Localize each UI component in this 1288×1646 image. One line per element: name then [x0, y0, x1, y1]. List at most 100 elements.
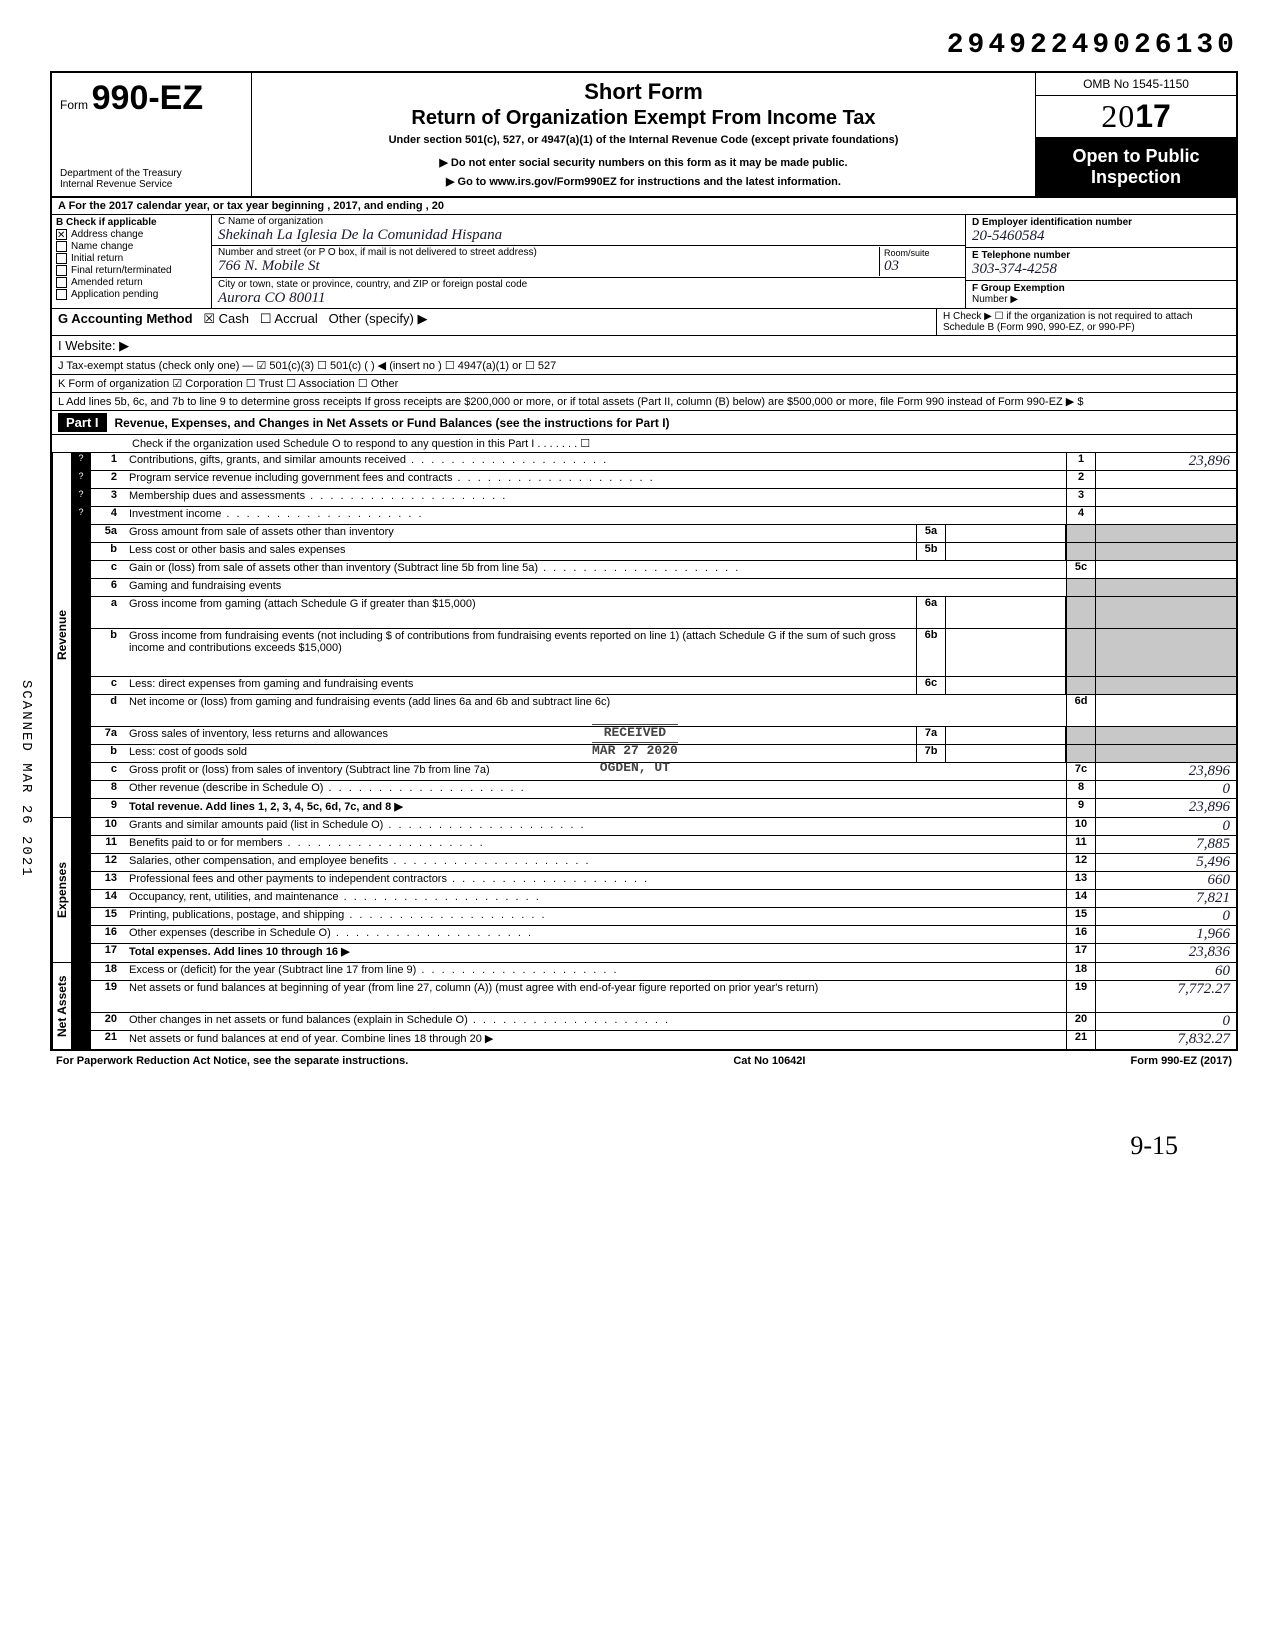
- ln12-num: 12: [91, 854, 125, 871]
- ln17-amt[interactable]: 23,836: [1096, 944, 1236, 962]
- ln5b-amt[interactable]: [946, 543, 1066, 560]
- ln1-amt[interactable]: 23,896: [1096, 453, 1236, 470]
- chk-initial-return[interactable]: [56, 253, 67, 264]
- chk-final-return[interactable]: [56, 265, 67, 276]
- ln7c-amt[interactable]: 23,896: [1096, 763, 1236, 780]
- ln1-num: 1: [91, 453, 125, 470]
- col-b-checkboxes: B Check if applicable ✕Address change Na…: [52, 215, 212, 308]
- part1-label: Part I: [58, 413, 107, 432]
- phone-value[interactable]: 303-374-4258: [972, 261, 1230, 278]
- ln6d-num: d: [91, 695, 125, 726]
- ln8-text: Other revenue (describe in Schedule O): [129, 782, 323, 794]
- ln2-amt[interactable]: [1096, 471, 1236, 488]
- website-label[interactable]: I Website: ▶: [52, 336, 936, 356]
- ln19-amt[interactable]: 7,772.27: [1096, 981, 1236, 1012]
- chk-amended-return[interactable]: [56, 277, 67, 288]
- street-value[interactable]: 766 N. Mobile St: [218, 258, 879, 275]
- ln5c-amt[interactable]: [1096, 561, 1236, 578]
- ln16-text: Other expenses (describe in Schedule O): [129, 927, 331, 939]
- tax-year: 2017: [1036, 96, 1236, 138]
- ln12-amt[interactable]: 5,496: [1096, 854, 1236, 871]
- lbl-address-change: Address change: [71, 229, 143, 240]
- ln5c-text: Gain or (loss) from sale of assets other…: [129, 562, 538, 574]
- do-not-enter: ▶ Do not enter social security numbers o…: [262, 156, 1025, 169]
- accrual-label[interactable]: Accrual: [274, 311, 317, 326]
- ln12-text: Salaries, other compensation, and employ…: [129, 855, 388, 867]
- ln6b-amt[interactable]: [946, 629, 1066, 676]
- row-gh: G Accounting Method ☒ Cash ☐ Accrual Oth…: [52, 309, 1236, 336]
- open-public-1: Open to Public: [1040, 146, 1232, 167]
- ein-value[interactable]: 20-5460584: [972, 228, 1230, 245]
- ln20-amt[interactable]: 0: [1096, 1013, 1236, 1030]
- room-label: Room/suite: [884, 248, 955, 258]
- ln18-text: Excess or (deficit) for the year (Subtra…: [129, 964, 416, 976]
- ln20-box: 20: [1066, 1013, 1096, 1030]
- ln8-amt[interactable]: 0: [1096, 781, 1236, 798]
- chk-name-change[interactable]: [56, 241, 67, 252]
- ln17-num: 17: [91, 944, 125, 962]
- room-value[interactable]: 03: [884, 258, 955, 275]
- ln7b-amt[interactable]: [946, 745, 1066, 762]
- ln6d-amt[interactable]: [1096, 695, 1236, 726]
- ln7c-text: Gross profit or (loss) from sales of inv…: [129, 764, 490, 776]
- chk-application-pending[interactable]: [56, 289, 67, 300]
- org-name-value[interactable]: Shekinah La Iglesia De la Comunidad Hisp…: [218, 227, 959, 244]
- omb-number: OMB No 1545-1150: [1036, 73, 1236, 96]
- ln14-amt[interactable]: 7,821: [1096, 890, 1236, 907]
- ln17-box: 17: [1066, 944, 1096, 962]
- ln11-amt[interactable]: 7,885: [1096, 836, 1236, 853]
- go-to-link: ▶ Go to www.irs.gov/Form990EZ for instru…: [262, 175, 1025, 188]
- ln3-amt[interactable]: [1096, 489, 1236, 506]
- ln14-text: Occupancy, rent, utilities, and maintena…: [129, 891, 339, 903]
- footer-left: For Paperwork Reduction Act Notice, see …: [56, 1055, 408, 1067]
- dept-line1: Department of the Treasury: [60, 168, 243, 179]
- other-specify-label[interactable]: Other (specify) ▶: [329, 311, 428, 326]
- ln18-amt[interactable]: 60: [1096, 963, 1236, 980]
- ln10-num: 10: [91, 818, 125, 835]
- stamp-received: RECEIVED: [592, 724, 678, 743]
- ln7b-text: Less: cost of goods sold: [129, 746, 247, 758]
- ln9-text: Total revenue. Add lines 1, 2, 3, 4, 5c,…: [129, 801, 403, 813]
- group-exemption-number: Number ▶: [972, 294, 1230, 305]
- ln18-box: 18: [1066, 963, 1096, 980]
- ln16-amt[interactable]: 1,966: [1096, 926, 1236, 943]
- chk-address-change[interactable]: ✕: [56, 229, 67, 240]
- ln10-amt[interactable]: 0: [1096, 818, 1236, 835]
- col-c-org-info: C Name of organization Shekinah La Igles…: [212, 215, 966, 308]
- lbl-application-pending: Application pending: [71, 289, 158, 300]
- ln3-box: 3: [1066, 489, 1096, 506]
- revenue-block: Revenue ?1Contributions, gifts, grants, …: [52, 453, 1236, 818]
- ln9-num: 9: [91, 799, 125, 817]
- lbl-amended-return: Amended return: [71, 277, 143, 288]
- ln6b-text: Gross income from fundraising events (no…: [129, 630, 896, 654]
- ln6c-amt[interactable]: [946, 677, 1066, 694]
- city-value[interactable]: Aurora CO 80011: [218, 290, 959, 307]
- ln19-text: Net assets or fund balances at beginning…: [129, 982, 818, 994]
- ln21-box: 21: [1066, 1031, 1096, 1049]
- part1-check-schedule-o[interactable]: Check if the organization used Schedule …: [52, 435, 1236, 453]
- return-title: Return of Organization Exempt From Incom…: [262, 107, 1025, 130]
- ln16-box: 16: [1066, 926, 1096, 943]
- ln15-amt[interactable]: 0: [1096, 908, 1236, 925]
- ln4-box: 4: [1066, 507, 1096, 524]
- ln21-amt[interactable]: 7,832.27: [1096, 1031, 1236, 1049]
- ln2-text: Program service revenue including govern…: [129, 472, 452, 484]
- ln9-amt[interactable]: 23,896: [1096, 799, 1236, 817]
- ln4-num: 4: [91, 507, 125, 524]
- form-header: Form 990-EZ Department of the Treasury I…: [52, 73, 1236, 198]
- ln6a-amt[interactable]: [946, 597, 1066, 628]
- ln7a-amt[interactable]: [946, 727, 1066, 744]
- cash-label[interactable]: Cash: [219, 311, 249, 326]
- ln7b-sub: 7b: [916, 745, 946, 762]
- ln13-amt[interactable]: 660: [1096, 872, 1236, 889]
- ln4-amt[interactable]: [1096, 507, 1236, 524]
- row-k-form-org[interactable]: K Form of organization ☑ Corporation ☐ T…: [52, 375, 1236, 393]
- netassets-block: Net Assets 18Excess or (deficit) for the…: [52, 963, 1236, 1049]
- ln5a-amt[interactable]: [946, 525, 1066, 542]
- row-a-calendar-year: A For the 2017 calendar year, or tax yea…: [52, 198, 1236, 215]
- block-bcdef: B Check if applicable ✕Address change Na…: [52, 215, 1236, 309]
- ln4-text: Investment income: [129, 508, 221, 520]
- stamp-ogden: OGDEN, UT: [592, 760, 678, 777]
- ln15-box: 15: [1066, 908, 1096, 925]
- row-j-tax-exempt[interactable]: J Tax-exempt status (check only one) — ☑…: [52, 357, 1236, 375]
